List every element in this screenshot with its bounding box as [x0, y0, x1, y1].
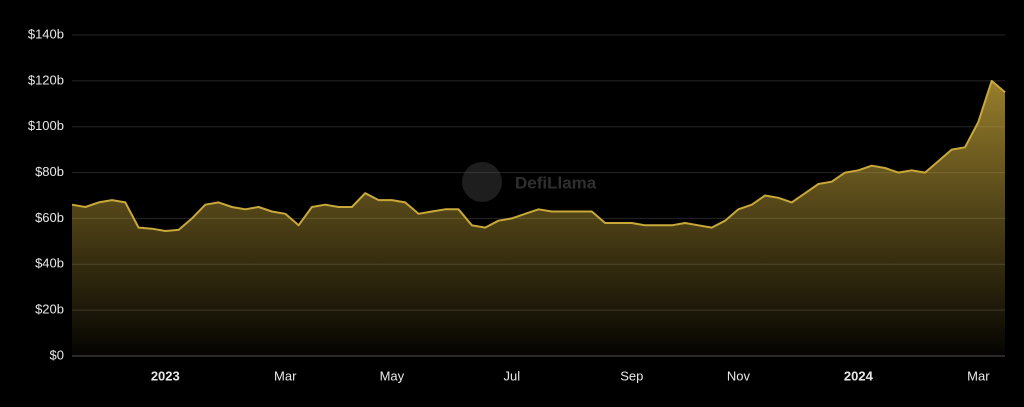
watermark-logo — [462, 162, 502, 202]
y-tick-label: $100b — [28, 118, 64, 133]
y-tick-label: $20b — [35, 302, 64, 317]
y-tick-label: $0 — [50, 347, 64, 362]
y-tick-label: $120b — [28, 72, 64, 87]
y-tick-label: $60b — [35, 210, 64, 225]
x-tick-label: Mar — [967, 368, 990, 383]
watermark: DefiLlama — [462, 162, 597, 202]
x-tick-label: 2024 — [844, 368, 874, 383]
y-tick-label: $80b — [35, 164, 64, 179]
x-tick-label: Nov — [727, 368, 751, 383]
watermark-text: DefiLlama — [515, 173, 597, 192]
x-tick-label: Sep — [620, 368, 643, 383]
x-tick-label: Mar — [274, 368, 297, 383]
y-tick-label: $140b — [28, 26, 64, 41]
line — [71, 79, 1006, 232]
area — [72, 80, 1005, 357]
x-tick-label: 2023 — [151, 368, 180, 383]
x-tick-label: Jul — [504, 368, 521, 383]
y-tick-label: $40b — [35, 256, 64, 271]
x-tick-label: May — [380, 368, 405, 383]
